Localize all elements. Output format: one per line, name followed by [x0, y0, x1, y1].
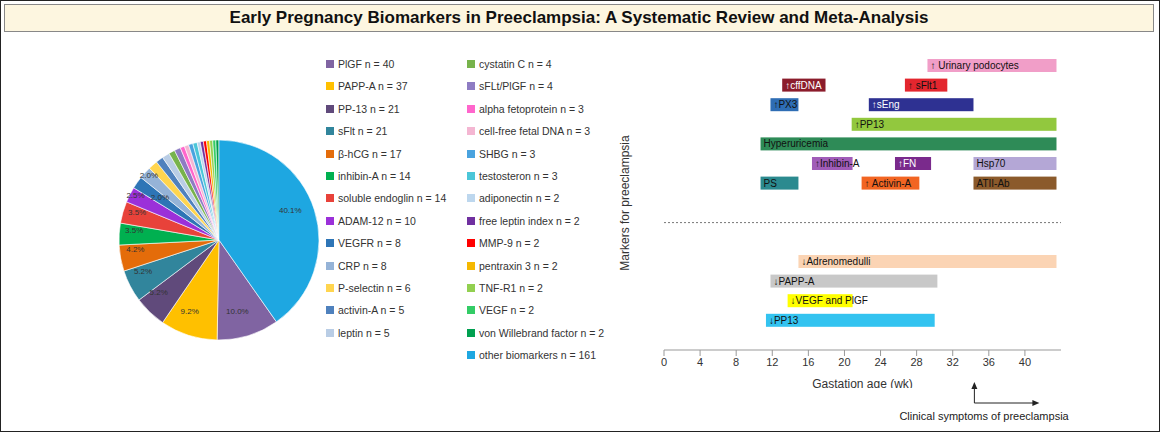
html-text:sFLt/PlGF n = 4: sFLt/PlGF n = 4: [479, 80, 553, 93]
html-text:adiponectin n = 2: adiponectin n = 2: [479, 192, 560, 205]
svg-text:40: 40: [1019, 356, 1031, 368]
svg-text:20: 20: [838, 356, 850, 368]
svg-text:↑ sFlt1: ↑ sFlt1: [908, 80, 938, 91]
svg-text:5.2%: 5.2%: [150, 288, 168, 297]
html-text:P-selectin n = 6: P-selectin n = 6: [338, 282, 411, 294]
html-text:cystatin C n = 4: cystatin C n = 4: [479, 58, 552, 70]
svg-text:16: 16: [802, 356, 814, 368]
html-text:ADAM-12 n = 10: ADAM-12 n = 10: [338, 214, 416, 227]
svg-text:PS: PS: [764, 178, 778, 189]
html-text:VEGF n = 2: VEGF n = 2: [479, 304, 535, 317]
html-text:activin-A n = 5: activin-A n = 5: [338, 304, 405, 317]
svg-text:↓PP13: ↓PP13: [769, 315, 799, 326]
svg-text:8: 8: [733, 356, 739, 368]
svg-text:0: 0: [661, 356, 667, 368]
html-text:soluble endoglin n = 14: soluble endoglin n = 14: [338, 192, 447, 205]
svg-text:3.5%: 3.5%: [125, 226, 143, 235]
html-text:SHBG n = 3: SHBG n = 3: [479, 147, 536, 160]
svg-text:3.5%: 3.5%: [128, 208, 146, 217]
svg-text:9.2%: 9.2%: [181, 307, 199, 316]
svg-text:↑Inhibin-A: ↑Inhibin-A: [815, 158, 860, 169]
svg-text:32: 32: [947, 356, 959, 368]
html-text:β-hCG n = 17: β-hCG n = 17: [338, 147, 402, 160]
html-text:free leptin index n = 2: free leptin index n = 2: [479, 214, 580, 227]
svg-text:12: 12: [766, 356, 778, 368]
html-text:CRP n = 8: CRP n = 8: [338, 259, 387, 272]
svg-text:24: 24: [874, 356, 886, 368]
svg-text:Hsp70: Hsp70: [976, 158, 1005, 169]
svg-text:36: 36: [983, 356, 995, 368]
html-text:MMP-9 n = 2: MMP-9 n = 2: [479, 237, 540, 250]
html-text:testosteron n = 3: testosteron n = 3: [479, 170, 558, 182]
html-text:alpha fetoprotein n = 3: alpha fetoprotein n = 3: [479, 102, 584, 115]
html-text:PAPP-A n = 37: PAPP-A n = 37: [338, 80, 408, 93]
svg-text:Gastation age (wk): Gastation age (wk): [812, 377, 913, 388]
svg-text:2.5%: 2.5%: [126, 191, 144, 200]
svg-text:28: 28: [911, 356, 923, 368]
html-text:TNF-R1 n = 2: TNF-R1 n = 2: [479, 282, 543, 294]
svg-text:2.0%: 2.0%: [151, 193, 169, 202]
svg-text:↑PP13: ↑PP13: [855, 119, 885, 130]
svg-text:Hyperuricemia: Hyperuricemia: [764, 138, 829, 149]
svg-text:↑ Urinary podocytes: ↑ Urinary podocytes: [930, 60, 1018, 71]
svg-text:5.2%: 5.2%: [134, 267, 152, 276]
html-text:sFlt n = 21: sFlt n = 21: [338, 125, 388, 138]
svg-text:↑PX3: ↑PX3: [773, 99, 797, 110]
svg-text:40.1%: 40.1%: [279, 206, 302, 215]
svg-text:↑FN: ↑FN: [898, 158, 916, 169]
svg-text:4.2%: 4.2%: [126, 245, 144, 254]
html-text:leptin n = 5: leptin n = 5: [338, 326, 390, 339]
svg-text:↓VEGF and PlGF: ↓VEGF and PlGF: [791, 295, 868, 306]
html-text:PP-13 n = 21: PP-13 n = 21: [338, 102, 400, 115]
html-text:VEGFR n = 8: VEGFR n = 8: [338, 237, 401, 250]
html-text:cell-free fetal DNA n = 3: cell-free fetal DNA n = 3: [479, 125, 591, 138]
svg-text:2.0%: 2.0%: [140, 171, 158, 180]
html-text:other biomarkers n = 161: other biomarkers n = 161: [479, 349, 596, 362]
svg-text:10.0%: 10.0%: [226, 307, 249, 316]
svg-text:ATII-Ab: ATII-Ab: [976, 178, 1010, 189]
svg-text:↓Adrenomedulli: ↓Adrenomedulli: [801, 256, 870, 267]
html-text:PlGF n = 40: PlGF n = 40: [338, 58, 395, 70]
html-text:inhibin-A n = 14: inhibin-A n = 14: [338, 170, 411, 182]
html-text:Clinical symptoms of preeclamp: Clinical symptoms of preeclampsia: [899, 410, 1069, 422]
html-text:von Willebrand factor n = 2: von Willebrand factor n = 2: [479, 326, 605, 339]
svg-text:↑ Activin-A: ↑ Activin-A: [865, 178, 912, 189]
html-text:pentraxin 3 n = 2: pentraxin 3 n = 2: [479, 259, 558, 272]
svg-text:↑sEng: ↑sEng: [872, 99, 900, 110]
svg-text:Markers for preeclampsia: Markers for preeclampsia: [618, 135, 632, 271]
svg-text:4: 4: [697, 356, 703, 368]
html-text:Early Pregnancy Biomarkers in: Early Pregnancy Biomarkers in Preeclamps…: [229, 8, 929, 27]
svg-text:↑cffDNA: ↑cffDNA: [785, 80, 822, 91]
svg-text:↓PAPP-A: ↓PAPP-A: [773, 276, 814, 287]
